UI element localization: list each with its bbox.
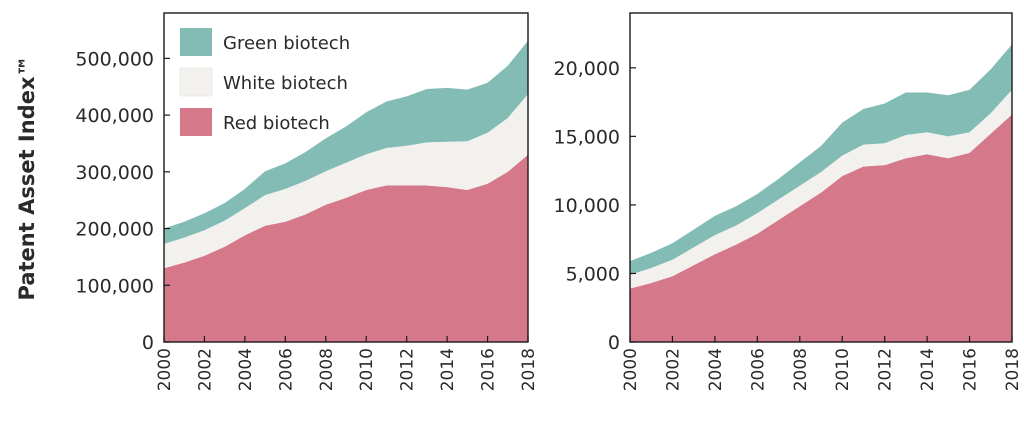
y-axis-title: Patent Asset Index™	[15, 55, 39, 300]
x-tick-label: 2010	[357, 348, 377, 391]
x-tick-label: 2006	[276, 348, 296, 391]
plot-frame	[629, 12, 1013, 343]
y-tick-label: 15,000	[554, 126, 620, 148]
y-tick-label: 5,000	[566, 263, 620, 285]
x-tick-label: 2004	[706, 348, 726, 391]
plot-frame	[163, 12, 529, 343]
y-tick-label: 0	[608, 332, 620, 354]
x-tick-label: 2014	[918, 348, 938, 391]
x-tick-label: 2016	[961, 348, 981, 391]
legend-label-red-biotech: Red biotech	[223, 113, 330, 134]
y-tick-label: 500,000	[75, 48, 154, 70]
x-tick-label: 2002	[195, 348, 215, 391]
area-white-biotech	[630, 89, 1012, 289]
y-tick-label: 400,000	[75, 105, 154, 127]
x-tick-label: 2006	[748, 348, 768, 391]
x-tick-label: 2014	[438, 348, 458, 391]
x-tick-label: 2008	[317, 348, 337, 391]
area-red-biotech	[630, 114, 1012, 342]
area-white-biotech	[164, 94, 528, 269]
x-tick-label: 2004	[236, 348, 256, 391]
y-tick-label: 300,000	[75, 162, 154, 184]
y-tick-label: 20,000	[554, 58, 620, 80]
x-tick-label: 2000	[155, 348, 175, 391]
x-tick-label: 2018	[1003, 348, 1023, 391]
legend-label-green-biotech: Green biotech	[223, 33, 350, 54]
y-tick-label: 100,000	[75, 275, 154, 297]
y-tick-label: 200,000	[75, 219, 154, 241]
legend-swatch-white-biotech	[179, 67, 213, 97]
area-green-biotech	[164, 40, 528, 244]
x-tick-label: 2008	[791, 348, 811, 391]
chart-legend: Green biotech White biotech Red biotech	[179, 28, 350, 136]
left-chart-panel: 0 100,000 200,000 300,000 400,000 500,000 2000…	[75, 12, 539, 391]
x-tick-label: 2010	[833, 348, 853, 391]
legend-label-white-biotech: White biotech	[223, 73, 348, 94]
legend-swatch-red-biotech	[180, 108, 212, 136]
right-chart-panel: 0 5,000 10,000 15,000 20,000 2000 2002 2004 2006…	[554, 12, 1023, 391]
x-tick-label: 2018	[519, 348, 539, 391]
x-tick-label: 2016	[479, 348, 499, 391]
x-tick-label: 2012	[398, 348, 418, 391]
x-tick-label: 2012	[876, 348, 896, 391]
x-tick-label: 2002	[663, 348, 683, 391]
legend-swatch-green-biotech	[180, 28, 212, 56]
area-green-biotech	[630, 44, 1012, 275]
y-tick-label: 0	[142, 332, 154, 354]
area-red-biotech	[164, 154, 528, 342]
x-tick-label: 2000	[621, 348, 641, 391]
y-tick-label: 10,000	[554, 195, 620, 217]
